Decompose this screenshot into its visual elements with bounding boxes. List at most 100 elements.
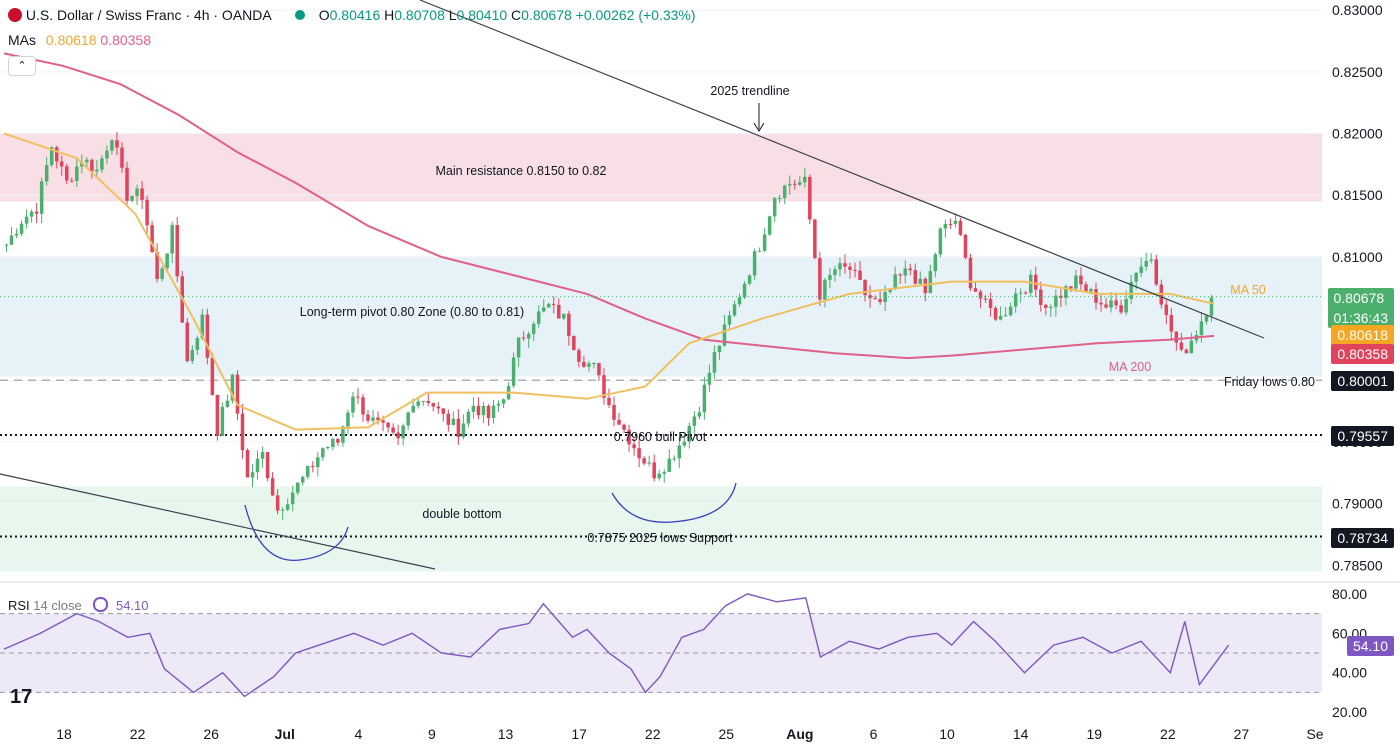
candle-body [155, 252, 159, 280]
candle-body [200, 314, 205, 339]
candle-body [19, 223, 24, 234]
candle-body [692, 416, 697, 426]
candle-body [933, 254, 938, 272]
candle-body [29, 211, 34, 217]
time-tick-label: 18 [56, 726, 72, 742]
rsi-value: 54.10 [115, 598, 149, 613]
price-tick-label: 0.81000 [1332, 249, 1383, 265]
candle-body [165, 253, 169, 269]
mas-label: MAs [8, 32, 36, 48]
candle-body [125, 167, 129, 201]
candle-body [557, 304, 561, 319]
price-tick-label: 0.81500 [1332, 187, 1383, 203]
rsi-params: 14 close [33, 598, 82, 613]
candle-body [130, 196, 134, 201]
candle-body [888, 289, 892, 292]
rsi-tick-label: 20.00 [1332, 704, 1367, 720]
low-value: 0.80410 [456, 7, 508, 23]
candle-body [657, 473, 661, 479]
candle-body [295, 482, 300, 493]
ma200-price-tag: 0.80358 [1331, 344, 1394, 364]
candle-body [752, 251, 757, 276]
resistance-label: Main resistance 0.8150 to 0.82 [436, 164, 607, 178]
candle-body [953, 220, 958, 224]
candle-body [1018, 292, 1023, 294]
candle-body [1139, 266, 1143, 273]
candle-body [491, 405, 496, 418]
candle-body [1003, 315, 1008, 317]
candle-body [1184, 349, 1189, 354]
symbol-title[interactable]: U.S. Dollar / Swiss Franc · 4h · OANDA [25, 7, 271, 23]
candle-body [1084, 284, 1088, 292]
candle-body [501, 399, 506, 404]
candle-body [1023, 292, 1028, 294]
candle-body [963, 234, 968, 258]
candle-body [587, 363, 591, 367]
candle-body [597, 363, 601, 376]
price-tick-label: 0.78500 [1332, 557, 1383, 573]
high-value: 0.80708 [394, 7, 445, 23]
change-value: +0.00262 (+0.33%) [575, 7, 696, 23]
candle-body [687, 425, 692, 442]
time-tick-label: 17 [571, 726, 587, 742]
candle-body [622, 424, 626, 430]
collapse-legend-button[interactable]: ⌃ [8, 56, 36, 76]
ma200-line [3, 52, 1215, 360]
lower-trendline [0, 473, 436, 570]
rsi-legend[interactable]: RSI 14 close 54.10 [8, 597, 149, 613]
candle-body [446, 413, 451, 425]
bull-pivot-label: 0.7960 bull Pivot [614, 430, 707, 444]
candle-body [401, 425, 405, 439]
rsi-tag: 54.10 [1346, 636, 1394, 656]
candle-body [160, 268, 164, 280]
candle-body [511, 357, 516, 386]
trendline-2025 [419, 0, 1265, 339]
candle-body [607, 397, 611, 406]
candle-body [381, 420, 385, 423]
candle-body [526, 333, 531, 339]
candle-body [793, 183, 797, 185]
candle-body [818, 258, 822, 300]
candle-body [632, 444, 636, 449]
candle-body [1028, 274, 1033, 293]
candle-body [546, 303, 551, 308]
candle-body [65, 166, 69, 181]
candle-body [54, 147, 59, 162]
tradingview-logo[interactable]: 17 [10, 686, 33, 708]
support-label: 0.7875 2025 lows Support [587, 531, 733, 545]
candle-body [1094, 289, 1098, 303]
candle-body [707, 372, 712, 385]
candle-body [988, 299, 993, 309]
time-tick-label: 9 [428, 726, 436, 742]
candle-body [958, 220, 963, 235]
candle-body [908, 268, 913, 271]
candle-body [516, 337, 521, 358]
close-value: 0.80678 [521, 7, 572, 23]
candle-body [341, 426, 345, 443]
market-open-icon [294, 10, 305, 20]
double-bottom-arc-left [244, 504, 349, 561]
candle-body [562, 313, 566, 319]
friday-low-tag: 0.80001 [1331, 371, 1394, 391]
candle-body [973, 288, 978, 292]
candle-body [531, 323, 536, 334]
candle-body [1129, 281, 1133, 299]
candle-body [416, 401, 420, 406]
candle-body [426, 400, 431, 404]
candle-body [260, 452, 265, 459]
candle-body [1124, 298, 1128, 313]
candle-body [105, 150, 109, 159]
candle-body [833, 269, 837, 276]
high-label: H [384, 7, 395, 23]
candle-body [366, 414, 370, 421]
mas-legend[interactable]: MAs 0.80618 0.80358 [8, 32, 151, 48]
candle-body [351, 396, 355, 413]
time-tick-label: 25 [719, 726, 735, 742]
candle-body [697, 412, 702, 417]
candle-body [1104, 304, 1108, 308]
candle-body [521, 337, 526, 339]
time-tick-label: Se [1306, 726, 1323, 742]
candle-body [1189, 340, 1194, 354]
